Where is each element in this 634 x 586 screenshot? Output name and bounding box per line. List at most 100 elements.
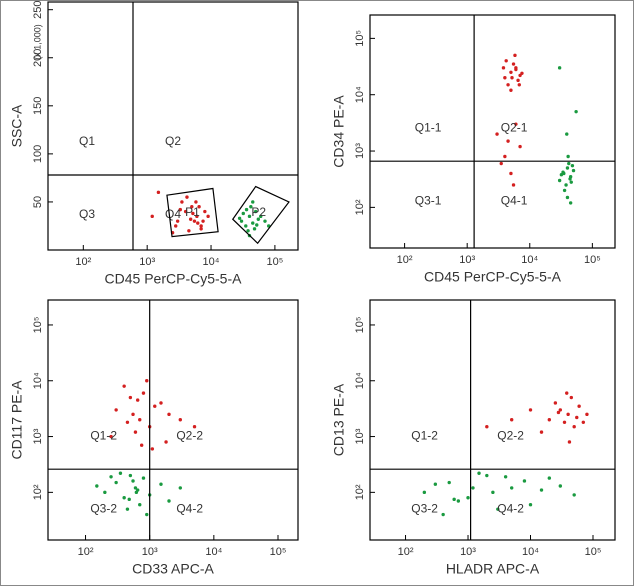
- data-point: [246, 229, 250, 233]
- data-point: [133, 486, 138, 490]
- data-point: [187, 229, 191, 233]
- data-point: [501, 66, 506, 70]
- data-point: [167, 412, 171, 417]
- data-point: [569, 180, 573, 184]
- data-point: [504, 59, 508, 63]
- data-point: [138, 418, 142, 422]
- x-tick-label: 10⁴: [521, 254, 538, 266]
- data-point: [466, 496, 470, 500]
- data-point: [572, 493, 576, 497]
- data-point: [237, 216, 242, 220]
- data-point: [568, 201, 573, 205]
- y-tick-label: 200: [32, 49, 44, 67]
- data-point: [197, 205, 201, 209]
- data-point: [180, 200, 184, 204]
- data-point: [188, 217, 193, 221]
- data-point: [199, 224, 203, 228]
- data-point: [509, 486, 514, 490]
- data-point: [581, 420, 586, 425]
- data-point: [547, 476, 552, 480]
- quadrant-label: Q3-2: [90, 501, 117, 515]
- data-point: [114, 480, 118, 485]
- data-point: [562, 188, 567, 193]
- data-point: [150, 214, 154, 219]
- x-axis-label: HLADR APC-A: [446, 561, 540, 577]
- data-point: [114, 408, 118, 412]
- data-point: [133, 430, 138, 434]
- data-point: [125, 507, 130, 511]
- data-point: [185, 195, 189, 199]
- data-point: [516, 78, 520, 83]
- data-point: [572, 425, 576, 429]
- data-point: [565, 166, 570, 170]
- data-point: [499, 161, 503, 166]
- data-point: [247, 214, 252, 219]
- gate-label: P2: [251, 205, 266, 219]
- data-point: [131, 479, 135, 483]
- data-point: [553, 401, 558, 405]
- data-point: [557, 66, 562, 70]
- data-point: [178, 207, 182, 212]
- data-point: [562, 420, 567, 425]
- data-point: [195, 214, 199, 219]
- data-point: [517, 83, 521, 87]
- data-point: [574, 109, 578, 114]
- data-point: [156, 190, 161, 195]
- y-tick-label: 10²: [32, 484, 44, 500]
- y-tick-label: 100: [32, 145, 44, 163]
- data-point: [251, 221, 255, 225]
- data-point: [520, 71, 524, 75]
- data-point: [251, 200, 255, 204]
- y-axis-label: SSC-A: [9, 104, 25, 147]
- y-unit-note: (x 1,000): [32, 24, 42, 60]
- data-point: [433, 482, 438, 486]
- y-tick-label: 250: [32, 1, 44, 19]
- quadrant-label: Q1: [79, 134, 95, 148]
- data-point: [569, 395, 574, 400]
- data-point: [570, 163, 575, 168]
- data-point: [522, 479, 527, 483]
- data-point: [128, 395, 133, 400]
- data-point: [456, 499, 461, 503]
- data-point: [447, 480, 451, 485]
- x-tick-label: 10³: [142, 546, 158, 558]
- data-point: [196, 221, 200, 225]
- data-point: [201, 219, 205, 223]
- y-tick-label: 10⁵: [354, 30, 366, 47]
- data-point: [141, 476, 146, 480]
- data-point: [509, 171, 513, 176]
- data-point: [131, 412, 135, 417]
- data-point: [509, 418, 514, 422]
- data-point: [109, 475, 113, 479]
- x-tick-label: 10³: [139, 256, 155, 268]
- data-point: [256, 217, 261, 221]
- data-point: [153, 404, 157, 408]
- data-point: [141, 391, 146, 395]
- quadrant-label: Q3-1: [415, 193, 442, 207]
- data-point: [558, 484, 563, 488]
- y-tick-label: 150: [32, 97, 44, 115]
- data-point: [566, 154, 570, 159]
- y-tick-label: 10³: [354, 428, 366, 444]
- data-point: [244, 207, 249, 212]
- y-tick-label: 10⁴: [354, 372, 366, 389]
- data-point: [506, 139, 510, 143]
- y-tick-label: 50: [32, 196, 44, 208]
- data-point: [585, 412, 589, 417]
- quadrant-label: Q4-1: [501, 193, 528, 207]
- data-point: [174, 224, 178, 228]
- data-point: [175, 219, 180, 223]
- data-point: [514, 122, 518, 126]
- data-point: [159, 401, 163, 405]
- y-tick-label: 10³: [32, 428, 44, 444]
- data-point: [127, 497, 131, 502]
- data-point: [263, 219, 267, 223]
- data-point: [557, 178, 562, 183]
- x-tick-label: 10⁵: [267, 256, 284, 268]
- data-point: [568, 177, 572, 181]
- x-tick-label: 10⁵: [585, 546, 602, 558]
- data-point: [509, 70, 513, 74]
- data-point: [558, 408, 563, 412]
- data-point: [253, 209, 258, 214]
